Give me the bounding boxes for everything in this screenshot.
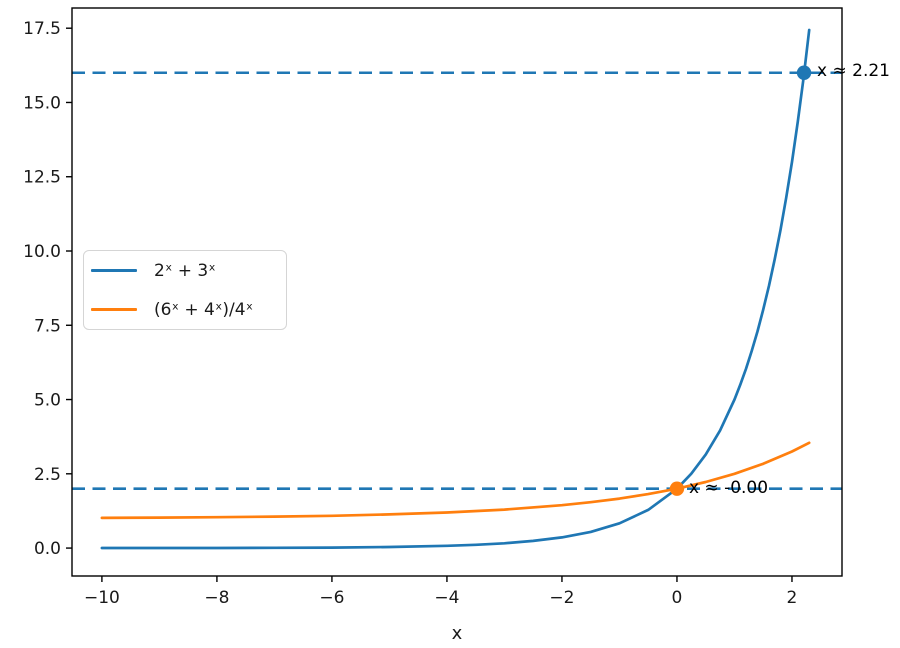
legend-line-sample-orange bbox=[91, 308, 137, 311]
y-tick-label: 12.5 bbox=[23, 168, 61, 188]
curve-2x-plus-3x bbox=[100, 28, 811, 550]
x-tick-label: −8 bbox=[204, 588, 229, 608]
annotation-solution-upper: x ≈ 2.21 bbox=[817, 60, 890, 81]
x-tick-label: −4 bbox=[434, 588, 459, 608]
solution-point-orange bbox=[669, 481, 685, 496]
legend-label: 2ˣ + 3ˣ bbox=[154, 260, 216, 281]
x-tick-label: 2 bbox=[787, 588, 798, 608]
x-tick-label: −2 bbox=[549, 588, 574, 608]
legend-entry: 2ˣ + 3ˣ bbox=[91, 251, 276, 290]
x-tick-label: −6 bbox=[319, 588, 344, 608]
y-tick-label: 15.0 bbox=[23, 93, 61, 113]
curve-6x-plus-4x-over-4x bbox=[100, 441, 811, 520]
x-tick-label: −10 bbox=[84, 588, 120, 608]
annotation-solution-lower: x ≈ -0.00 bbox=[688, 477, 769, 498]
y-tick-label: 10.0 bbox=[23, 242, 61, 262]
legend-entry: (6ˣ + 4ˣ)/4ˣ bbox=[91, 290, 276, 329]
legend-label: (6ˣ + 4ˣ)/4ˣ bbox=[154, 299, 254, 320]
x-axis-label: x bbox=[452, 623, 463, 644]
legend: 2ˣ + 3ˣ (6ˣ + 4ˣ)/4ˣ bbox=[83, 250, 287, 330]
y-tick-label: 5.0 bbox=[34, 391, 61, 411]
y-tick-label: 17.5 bbox=[23, 19, 61, 39]
solution-point-blue bbox=[796, 65, 812, 80]
plot-border bbox=[71, 7, 843, 577]
y-tick-label: 7.5 bbox=[34, 316, 61, 336]
legend-line-sample-blue bbox=[91, 269, 137, 272]
y-tick-label: 0.0 bbox=[34, 539, 61, 559]
x-tick-label: 0 bbox=[672, 588, 683, 608]
y-tick-label: 2.5 bbox=[34, 465, 61, 485]
